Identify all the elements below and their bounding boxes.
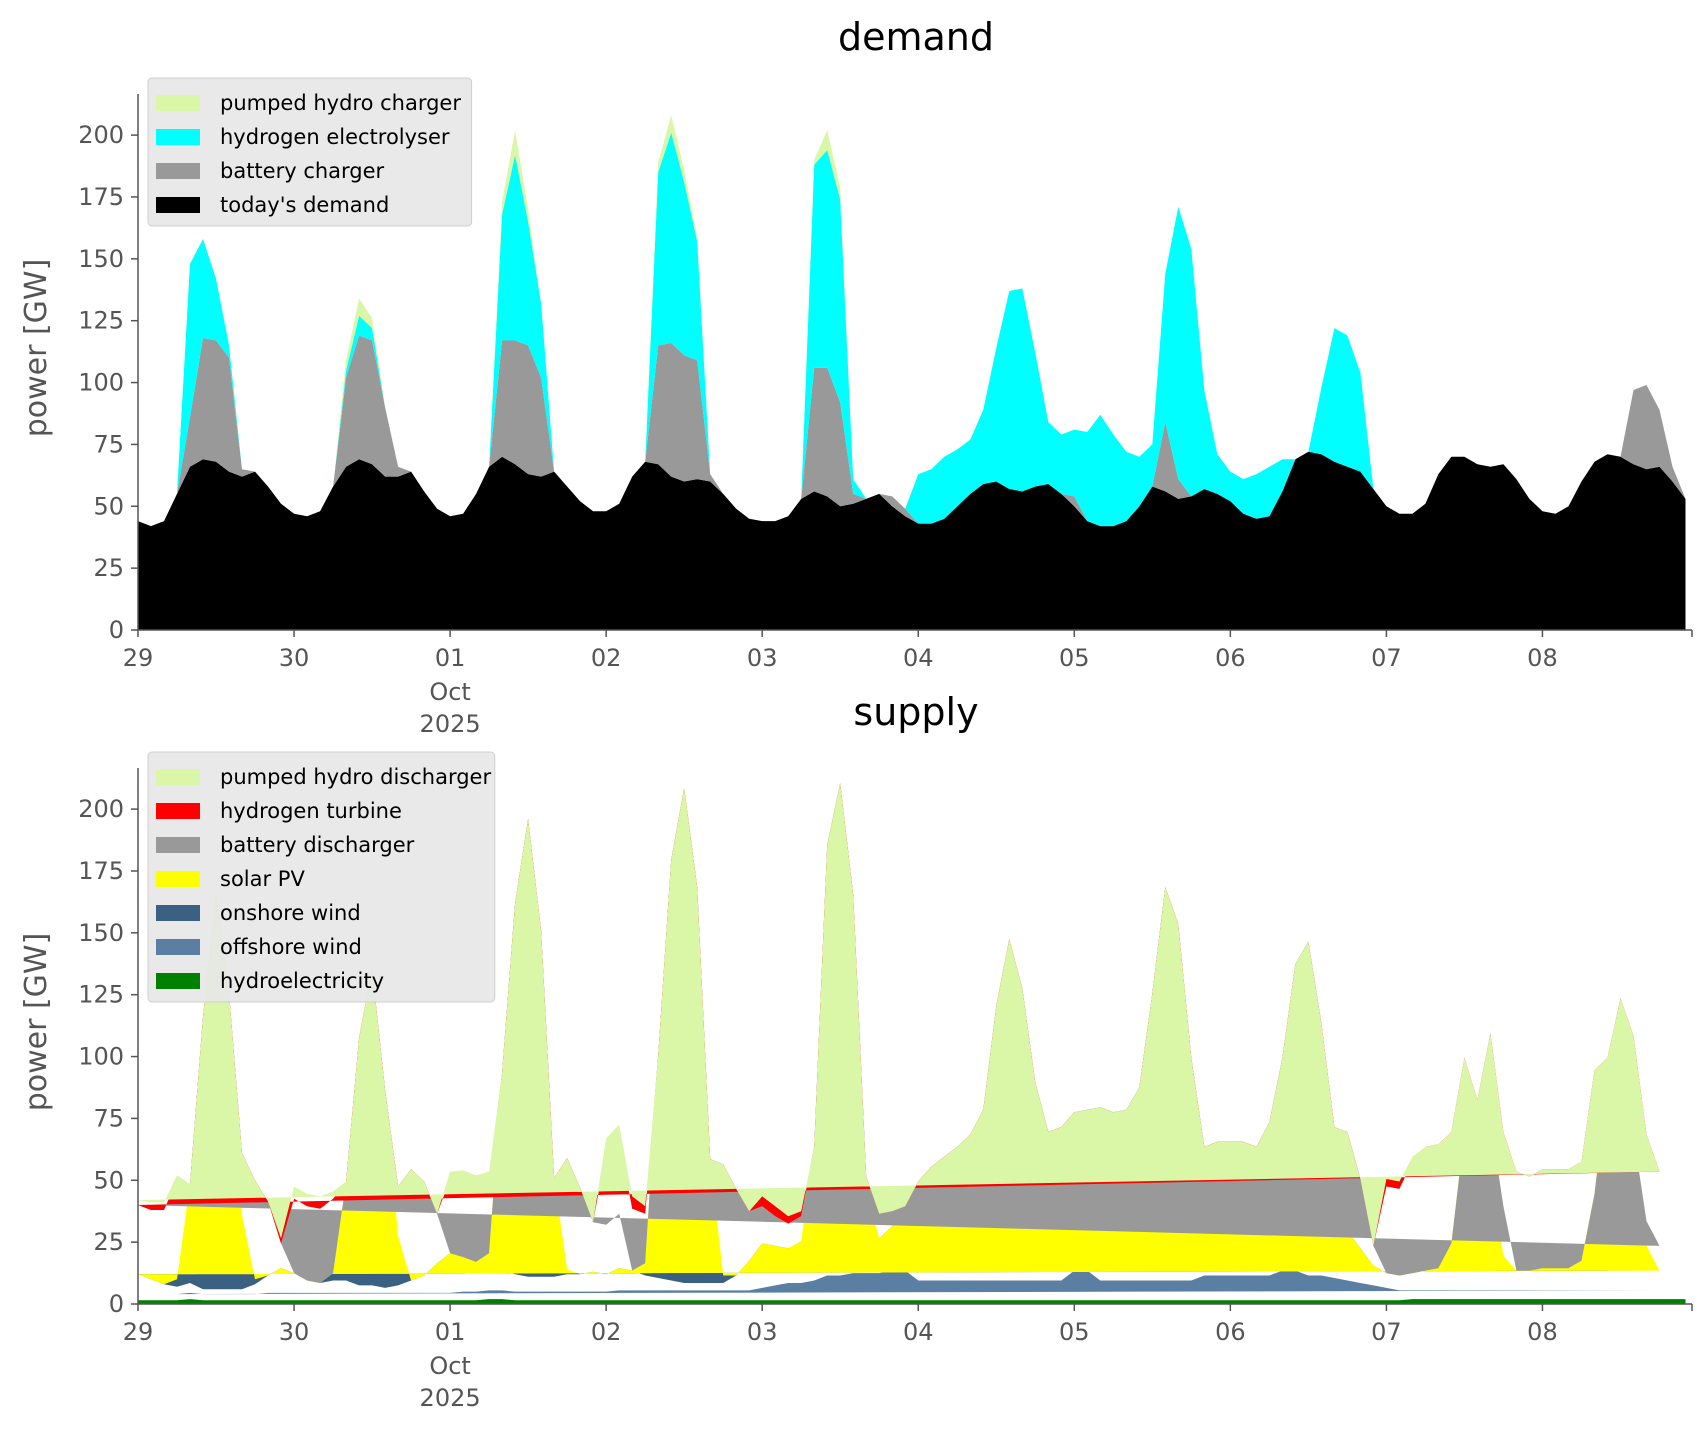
legend-label-pumped-hydro-charger: pumped hydro charger [220, 91, 461, 115]
x-tick-label: 07 [1371, 644, 1402, 672]
supply-chart-title: supply [853, 690, 978, 734]
y-tick-label: 25 [93, 554, 124, 582]
y-tick-label: 100 [78, 369, 124, 397]
demand-chart-title: demand [838, 15, 994, 59]
legend-swatch-today-s-demand [156, 197, 200, 213]
legend-swatch-hydroelectricity [156, 973, 200, 989]
y-tick-label: 125 [78, 981, 124, 1009]
legend-label-battery-discharger: battery discharger [220, 833, 415, 857]
y-tick-label: 75 [93, 1104, 124, 1132]
x-tick-label: 06 [1215, 1318, 1246, 1346]
x-tick-label: 30 [279, 1318, 310, 1346]
x-tick-label: 08 [1527, 1318, 1558, 1346]
y-tick-label: 100 [78, 1043, 124, 1071]
x-tick-label: 01 [435, 644, 466, 672]
x-tick-month-label: Oct [429, 678, 471, 706]
x-tick-label: 07 [1371, 1318, 1402, 1346]
x-tick-label: 05 [1059, 1318, 1090, 1346]
legend-swatch-hydrogen-electrolyser [156, 129, 200, 145]
y-tick-label: 150 [78, 919, 124, 947]
area-pumped-hydro-discharger [138, 783, 1660, 1246]
legend-swatch-solar-pv [156, 871, 200, 887]
y-tick-label: 175 [78, 857, 124, 885]
demand-areas [138, 115, 1686, 630]
x-tick-label: 30 [279, 644, 310, 672]
x-tick-year-label: 2025 [420, 710, 481, 738]
legend-swatch-pumped-hydro-charger [156, 95, 200, 111]
y-tick-label: 0 [109, 616, 124, 644]
legend-swatch-offshore-wind [156, 939, 200, 955]
supply-chart: supply power [GW] 0 25 50 75 100 125 150 175 200… [19, 690, 1693, 1412]
legend-swatch-pumped-hydro-discharger [156, 769, 200, 785]
x-tick-year-label: 2025 [420, 1384, 481, 1412]
demand-legend: pumped hydro charger hydrogen electrolyse… [147, 77, 473, 227]
y-tick-label: 0 [109, 1290, 124, 1318]
legend-label-today-s-demand: today's demand [220, 193, 389, 217]
y-tick-label: 25 [93, 1228, 124, 1256]
supply-areas [138, 783, 1686, 1304]
legend-box [147, 751, 496, 1003]
supply-y-axis-label: power [GW] [19, 933, 54, 1112]
y-tick-label: 175 [78, 183, 124, 211]
y-tick-label: 50 [93, 1166, 124, 1194]
legend-label-offshore-wind: offshore wind [220, 935, 362, 959]
legend-label-pumped-hydro-discharger: pumped hydro discharger [220, 765, 491, 789]
x-tick-label: 03 [747, 1318, 778, 1346]
demand-axes: 0 25 50 75 100 125 150 175 200 29 30 01 Oct 2025 02 03 0… [78, 94, 1693, 738]
y-tick-label: 125 [78, 307, 124, 335]
legend-swatch-battery-discharger [156, 837, 200, 853]
x-tick-label: 04 [903, 644, 934, 672]
legend-label-onshore-wind: onshore wind [220, 901, 361, 925]
area-battery-charger [138, 335, 1686, 527]
x-tick-label: 03 [747, 644, 778, 672]
legend-swatch-hydrogen-turbine [156, 803, 200, 819]
x-tick-label: 29 [123, 1318, 154, 1346]
legend-swatch-onshore-wind [156, 905, 200, 921]
area-offshore-wind [138, 1270, 1660, 1295]
x-tick-label: 01 [435, 1318, 466, 1346]
x-tick-label: 04 [903, 1318, 934, 1346]
area-today-s-demand [138, 451, 1686, 630]
demand-chart: demand power [GW] 0 25 50 75 100 125 150 175 200… [19, 15, 1693, 738]
x-tick-label: 02 [591, 1318, 622, 1346]
y-tick-label: 200 [78, 795, 124, 823]
x-tick-label: 02 [591, 644, 622, 672]
y-tick-label: 150 [78, 245, 124, 273]
legend-label-hydrogen-electrolyser: hydrogen electrolyser [220, 125, 450, 149]
x-tick-label: 29 [123, 644, 154, 672]
legend-label-battery-charger: battery charger [220, 159, 385, 183]
y-tick-label: 50 [93, 492, 124, 520]
supply-legend: pumped hydro discharger hydrogen turbine b… [147, 751, 496, 1003]
x-tick-month-label: Oct [429, 1352, 471, 1380]
legend-box [147, 77, 473, 227]
demand-y-axis-label: power [GW] [19, 259, 54, 438]
legend-label-hydrogen-turbine: hydrogen turbine [220, 799, 402, 823]
legend-label-solar-pv: solar PV [220, 867, 305, 891]
legend-label-hydroelectricity: hydroelectricity [220, 969, 384, 993]
x-tick-label: 06 [1215, 644, 1246, 672]
y-tick-label: 200 [78, 121, 124, 149]
area-hydroelectricity [138, 1299, 1686, 1304]
legend-swatch-battery-charger [156, 163, 200, 179]
y-tick-label: 75 [93, 430, 124, 458]
area-hydrogen-electrolyser [138, 132, 1686, 527]
supply-axes: 0 25 50 75 100 125 150 175 200 29 30 01 Oct 2025 02 03 0… [78, 768, 1693, 1412]
x-tick-label: 08 [1527, 644, 1558, 672]
x-tick-label: 05 [1059, 644, 1090, 672]
